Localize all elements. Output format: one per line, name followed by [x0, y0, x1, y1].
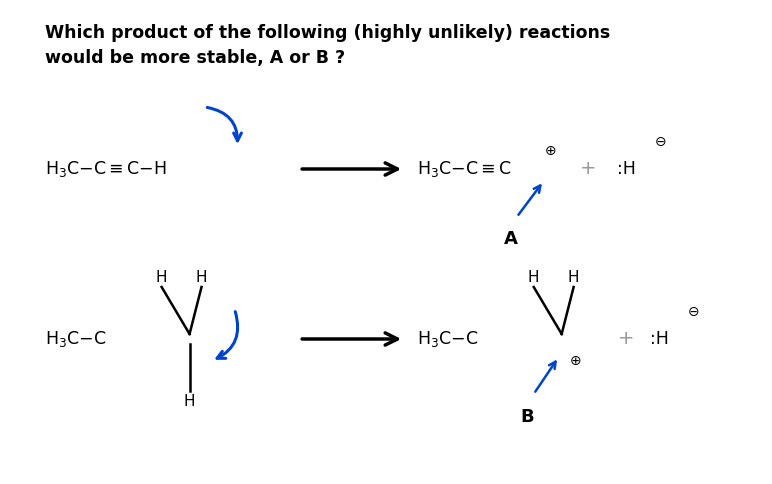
Text: H$_3$C$-$C: H$_3$C$-$C	[45, 329, 107, 349]
Text: :H: :H	[651, 330, 669, 348]
Text: ⊕: ⊕	[570, 354, 581, 368]
Text: H$_3$C$-$C$\equiv$C: H$_3$C$-$C$\equiv$C	[417, 159, 512, 179]
Text: H$_3$C$-$C: H$_3$C$-$C	[417, 329, 479, 349]
Text: H: H	[156, 270, 168, 285]
Text: H: H	[528, 270, 540, 285]
Text: ⊖: ⊖	[655, 135, 666, 149]
Text: ⊕: ⊕	[545, 144, 557, 158]
Text: :H: :H	[617, 160, 635, 178]
Text: Which product of the following (highly unlikely) reactions: Which product of the following (highly u…	[45, 24, 610, 42]
Text: B: B	[520, 408, 533, 426]
Text: H: H	[184, 393, 195, 408]
Text: would be more stable, A or B ?: would be more stable, A or B ?	[45, 49, 345, 67]
Text: ⊖: ⊖	[688, 305, 699, 319]
Text: H$_3$C$-$C$\equiv$C$-$H: H$_3$C$-$C$\equiv$C$-$H	[45, 159, 167, 179]
Text: +: +	[618, 330, 635, 348]
Text: +: +	[581, 160, 597, 179]
Text: A: A	[504, 230, 518, 248]
Text: H: H	[196, 270, 207, 285]
Text: H: H	[568, 270, 580, 285]
